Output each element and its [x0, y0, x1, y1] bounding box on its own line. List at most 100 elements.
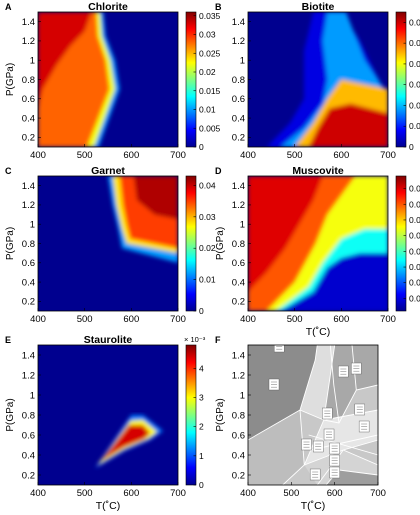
phase-boundary-1	[248, 409, 301, 441]
y-tick-label: 0.6	[22, 258, 35, 269]
field-label-box	[329, 442, 340, 455]
phase-boundary-13	[308, 434, 378, 456]
colorbar-tick-label: 4	[199, 363, 204, 373]
x-tick-label: 700	[380, 150, 396, 161]
panel-title: Biotite	[302, 1, 335, 13]
field-3	[308, 103, 388, 147]
y-axis-label: P(GPa)	[215, 227, 226, 260]
y-tick-label: 0.2	[232, 297, 245, 308]
colorbar-tick-label: 0.04	[409, 59, 420, 69]
y-axis-label: P(GPa)	[5, 63, 16, 96]
x-tick-label: 600	[123, 314, 139, 325]
colorbar-gradient	[185, 11, 197, 148]
x-tick-label: 400	[240, 314, 256, 325]
y-tick-label: 0.2	[22, 470, 35, 481]
y-tick-label: 0.6	[232, 430, 245, 441]
colorbar-tick-label: 0	[199, 142, 204, 152]
field-label-box	[268, 378, 280, 391]
colorbar-gradient	[185, 175, 197, 312]
panel-f: 400 500 600 700 0.2 0.4 0.6 0.8 1 1.2 1.4 F P(GPa) T(…	[215, 335, 386, 512]
y-tick-label: 0.4	[232, 277, 245, 288]
y-tick-label: 1.2	[232, 370, 245, 381]
colorbar-tick-label: 0.02	[199, 67, 216, 77]
colorbar: 0 0.01 0.02 0.03 0.04	[185, 175, 216, 316]
y-tick-label: 1.2	[232, 200, 245, 211]
phase-boundary-7	[343, 449, 378, 466]
plot-area	[38, 345, 178, 485]
y-tick-label: 0.8	[232, 410, 245, 421]
x-tick-label: 400	[30, 150, 46, 161]
field-group	[95, 415, 164, 468]
phase-boundary-5	[323, 409, 378, 421]
field-3	[133, 176, 178, 220]
x-tick-label: 500	[77, 314, 93, 325]
colorbar: 0.02 0.03 0.04 0.05 0.06 0.07 0.08 0.09	[395, 175, 420, 312]
colorbar-tick-label: 0.03	[199, 30, 216, 40]
phase-field-3	[300, 345, 335, 420]
colorbar-tick-label: 0.01	[199, 105, 216, 115]
x-tick-label: 500	[77, 488, 93, 499]
y-tick-label: 0.8	[22, 410, 35, 421]
panel-label: D	[215, 166, 222, 176]
y-tick-label: 0.6	[232, 94, 245, 105]
field-label-box	[313, 440, 324, 453]
plot-area	[38, 176, 178, 311]
plot-area	[38, 12, 178, 147]
field-label-box	[274, 345, 285, 353]
y-tick-label: 0.8	[22, 75, 35, 86]
x-tick-label: 600	[333, 314, 349, 325]
x-tick-label: 600	[327, 488, 343, 499]
label-box	[274, 345, 285, 353]
panel-label: A	[5, 2, 12, 12]
field-3	[38, 12, 92, 109]
y-tick-label: 1.2	[22, 370, 35, 381]
x-axis-label: T(˚C)	[306, 326, 331, 338]
y-tick-label: 0.8	[232, 75, 245, 86]
field-label-box	[322, 407, 333, 420]
field-label-box	[329, 466, 340, 479]
y-tick-label: 0.2	[22, 297, 35, 308]
colorbar-tick-label: 0.06	[409, 17, 420, 27]
x-tick-label: 500	[77, 150, 93, 161]
y-tick-label: 1.4	[22, 17, 35, 28]
x-tick-label: 400	[30, 314, 46, 325]
panel-label: E	[5, 335, 11, 345]
field-label-box	[354, 403, 365, 416]
colorbar-tick-label: 0.07	[409, 215, 420, 225]
field-label-box	[351, 362, 362, 375]
x-tick-label: 600	[123, 488, 139, 499]
colorbar-tick-label: 0.03	[409, 80, 420, 90]
field-group	[108, 176, 178, 263]
colorbar-tick-label: 0.04	[199, 180, 216, 190]
y-tick-label: 1	[30, 56, 35, 67]
panel-label: B	[215, 2, 222, 12]
y-tick-label: 0.4	[232, 450, 245, 461]
panel-label: F	[215, 335, 221, 345]
y-tick-label: 0.4	[232, 113, 245, 124]
colorbar-gradient	[185, 344, 197, 486]
colorbar-tick-label: 0.05	[409, 246, 420, 256]
y-tick-label: 0.6	[232, 258, 245, 269]
phase-boundary-9	[338, 469, 378, 476]
colorbar-tick-label: 1	[199, 451, 204, 461]
colorbar-tick-label: 0.01	[199, 275, 216, 285]
x-tick-label: 700	[370, 488, 386, 499]
x-tick-label: 500	[283, 488, 299, 499]
colorbar-tick-label: 0.03	[199, 212, 216, 222]
colorbar-gradient	[395, 175, 407, 312]
x-tick-label: 400	[240, 488, 256, 499]
y-tick-label: 1	[30, 220, 35, 231]
field-label-box	[329, 454, 340, 467]
panel-c: 400 500 600 700 0.2 0.4 0.6 0.8 1 1.2 1.4 C Garnet P(…	[5, 165, 216, 325]
x-axis-label: T(˚C)	[301, 500, 326, 512]
colorbar: 0 0.01 0.02 0.03 0.04 0.05 0.06	[395, 11, 420, 152]
panel-d: 400 500 600 700 0.2 0.4 0.6 0.8 1 1.2 1.4 D Muscovit…	[215, 165, 420, 338]
colorbar-tick-label: 0	[409, 142, 414, 152]
phase-boundary-11	[329, 345, 340, 424]
panel-title: Chlorite	[88, 1, 128, 13]
y-tick-label: 1.4	[22, 350, 35, 361]
y-tick-label: 0.4	[22, 277, 35, 288]
x-tick-label: 600	[333, 150, 349, 161]
plot-area	[248, 12, 388, 147]
